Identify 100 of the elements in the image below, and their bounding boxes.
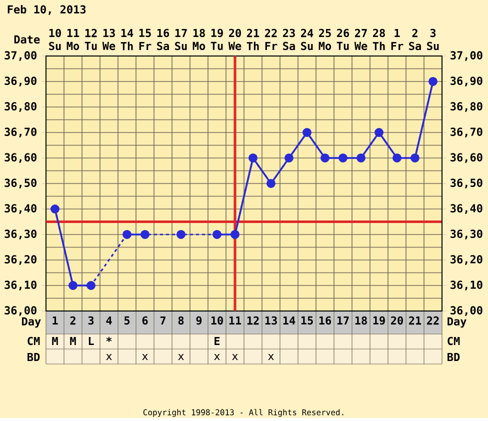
text: Sa bbox=[157, 42, 169, 50]
point bbox=[410, 154, 420, 163]
text: Tu bbox=[210, 42, 223, 50]
text: Day bbox=[448, 318, 466, 328]
y-tick-label: 36,60 bbox=[4, 153, 36, 164]
text: CM bbox=[448, 337, 460, 346]
x-axis-title: Day bbox=[22, 318, 41, 328]
y-tick-label: 36,80 bbox=[4, 102, 36, 112]
point bbox=[284, 154, 294, 163]
x-tick-label: 6 bbox=[142, 316, 148, 325]
text: Th bbox=[120, 42, 133, 50]
x-tick-label: 10 bbox=[211, 316, 223, 325]
text: 14 bbox=[121, 29, 134, 38]
text: 10 bbox=[49, 29, 61, 38]
y2-tick-label: 36,30 bbox=[450, 230, 482, 240]
x-tick-label: 17 bbox=[337, 316, 349, 325]
text: x bbox=[214, 354, 220, 360]
text: 26 bbox=[336, 29, 350, 38]
text: 18 bbox=[193, 29, 205, 38]
text: Mo bbox=[318, 42, 332, 50]
text: 11 bbox=[67, 29, 80, 38]
x-tick-label: 14 bbox=[283, 316, 296, 325]
text: 21 bbox=[246, 29, 260, 38]
text: BD bbox=[448, 353, 460, 362]
text: Fr bbox=[139, 42, 152, 50]
text: 27 bbox=[354, 29, 367, 38]
x-tick-label: 12 bbox=[247, 316, 259, 325]
y-tick-label: 37,00 bbox=[4, 51, 36, 62]
text: 16 bbox=[157, 29, 170, 38]
point bbox=[50, 204, 60, 214]
x-tick-label: 8 bbox=[178, 316, 184, 325]
x-tick-label: 13 bbox=[265, 316, 277, 325]
y2-tick-label: 36,90 bbox=[450, 76, 482, 87]
x-tick-label: 9 bbox=[196, 316, 202, 325]
y2-tick-label: 36,10 bbox=[450, 280, 482, 291]
text: Th bbox=[372, 42, 385, 50]
y-tick-label: 36,40 bbox=[4, 204, 36, 214]
x-tick-label: 15 bbox=[301, 316, 313, 325]
y-tick-label: 36,90 bbox=[4, 76, 36, 87]
point bbox=[86, 281, 96, 290]
x-tick-label: 16 bbox=[319, 316, 332, 325]
text: We bbox=[102, 42, 116, 50]
y-tick-label: 36,30 bbox=[4, 230, 36, 240]
x-tick-label: 2 bbox=[70, 316, 76, 325]
text: Su bbox=[427, 42, 439, 50]
text: 12 bbox=[85, 29, 97, 38]
text: 28 bbox=[372, 29, 385, 38]
text: Sa bbox=[409, 42, 421, 50]
point bbox=[140, 230, 150, 240]
text: M bbox=[70, 337, 76, 346]
text: x bbox=[232, 354, 238, 360]
x-tick-label: 20 bbox=[390, 316, 403, 325]
point bbox=[338, 154, 348, 163]
text: Sa bbox=[283, 42, 295, 50]
text: Mo bbox=[66, 42, 80, 50]
point bbox=[230, 230, 240, 240]
point bbox=[68, 281, 78, 290]
y2-tick-label: 36,40 bbox=[450, 204, 482, 214]
point bbox=[176, 230, 186, 240]
text: E bbox=[214, 337, 220, 346]
text: BD bbox=[28, 353, 40, 362]
point bbox=[356, 154, 366, 163]
text: Su bbox=[175, 42, 187, 50]
text: * bbox=[106, 337, 112, 342]
text: Su bbox=[49, 42, 61, 50]
text: x bbox=[178, 354, 184, 360]
text: We bbox=[228, 42, 242, 50]
text: 22 bbox=[264, 29, 277, 38]
text: We bbox=[354, 42, 368, 50]
y-tick-label: 36,70 bbox=[4, 128, 36, 138]
x-tick-label: 3 bbox=[88, 316, 94, 325]
x-tick-label: 11 bbox=[229, 316, 242, 325]
text: 19 bbox=[211, 29, 223, 38]
y2-tick-label: 36,20 bbox=[450, 255, 482, 266]
text: 17 bbox=[175, 29, 187, 38]
text: 13 bbox=[103, 29, 115, 38]
text: 24 bbox=[300, 29, 314, 38]
text: 3 bbox=[430, 29, 436, 38]
x-tick-label: 19 bbox=[373, 316, 385, 325]
x-tick-label: 18 bbox=[355, 316, 367, 325]
point bbox=[392, 154, 402, 163]
text: x bbox=[268, 354, 274, 360]
point bbox=[248, 154, 258, 163]
text: Tu bbox=[336, 42, 349, 50]
point bbox=[122, 230, 132, 240]
text: Date bbox=[14, 36, 40, 44]
point bbox=[320, 154, 330, 163]
y2-tick-label: 37,00 bbox=[450, 51, 482, 62]
y-tick-label: 36,20 bbox=[4, 255, 36, 266]
text: 1 bbox=[394, 29, 400, 38]
y-tick-label: 36,00 bbox=[4, 306, 36, 316]
x-tick-label: 4 bbox=[106, 316, 112, 325]
text: Tu bbox=[84, 42, 97, 50]
y-tick-label: 36,50 bbox=[4, 178, 36, 189]
x-tick-label: 1 bbox=[52, 316, 58, 325]
y2-tick-label: 36,60 bbox=[450, 153, 482, 164]
x-tick-label: 22 bbox=[426, 316, 439, 325]
chart-title: Feb 10, 2013 bbox=[8, 5, 86, 16]
text: Su bbox=[301, 42, 313, 50]
text: Copyright 1998-2013 - All Rights Reserved. bbox=[143, 409, 344, 418]
